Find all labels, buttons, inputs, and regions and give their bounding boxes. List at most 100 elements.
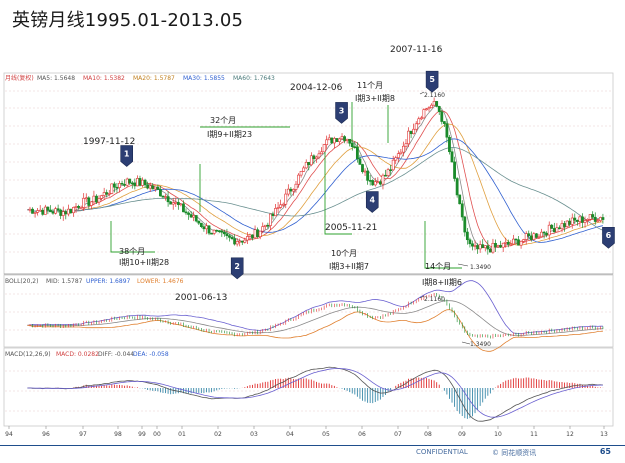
x-tick-label: 97: [79, 431, 87, 438]
candle-body: [399, 151, 403, 154]
candle-body: [74, 206, 78, 208]
candle-body: [481, 244, 485, 249]
boll-lower-label: LOWER: 1.4676: [137, 278, 184, 285]
candle-body: [327, 137, 331, 141]
candle-body: [289, 188, 293, 192]
candle-body: [555, 227, 559, 233]
candle-body: [115, 186, 119, 189]
boll-high-price-label: 2.1160: [424, 296, 445, 303]
candle-body: [593, 216, 597, 222]
grid-lines: [5, 90, 612, 412]
candle-body: [425, 108, 428, 111]
candle-body: [586, 219, 589, 221]
marker-badge-shape: [335, 102, 348, 124]
candle-body: [529, 235, 533, 240]
candle-body: [89, 201, 93, 206]
price-pointer-lines: [419, 91, 471, 345]
candle-body: [427, 107, 431, 110]
candle-body: [345, 138, 349, 141]
candle-body: [552, 228, 556, 233]
candle-body: [394, 157, 398, 161]
candle-body: [266, 224, 270, 227]
candle-body: [64, 211, 68, 215]
candle-body: [570, 217, 574, 225]
ma60-line: [27, 146, 604, 231]
candle-body: [61, 211, 65, 216]
candle-body: [159, 189, 162, 197]
candle-body: [578, 216, 582, 222]
span-1-months: 38个月: [119, 247, 145, 256]
marker-badge-shape: [230, 257, 244, 280]
candle-body: [527, 233, 531, 237]
candle-body: [358, 158, 362, 165]
boll-mid-line: [27, 300, 603, 336]
high-price-label: 2.1160: [424, 92, 445, 99]
candle-body: [220, 230, 224, 233]
candle-body: [389, 169, 393, 171]
span-2-months: 32个月: [210, 116, 236, 125]
candle-body: [217, 230, 221, 232]
candle-body: [105, 192, 109, 195]
candle-body: [100, 195, 103, 199]
candle-body: [146, 184, 150, 189]
candle-body: [496, 245, 500, 248]
x-tick-label: 94: [5, 431, 13, 438]
candle-body: [522, 239, 526, 242]
candle-body: [460, 203, 464, 218]
candle-body: [501, 242, 505, 248]
candle-body: [414, 123, 418, 130]
candle-body: [151, 185, 155, 190]
macd-diff-label: DIFF: -0.044: [98, 351, 134, 358]
candle-body: [84, 197, 88, 200]
x-tick-label: 01: [178, 431, 186, 438]
candle-body: [284, 193, 288, 205]
x-tick-label: 09: [458, 431, 466, 438]
candle-body: [565, 220, 569, 227]
span-2-waves: I期9+II期23: [207, 130, 252, 139]
candle-body: [381, 174, 385, 185]
candle-body: [182, 203, 185, 213]
candle-body: [297, 174, 300, 185]
candle-body: [118, 183, 121, 188]
candle-body: [292, 189, 295, 192]
candle-body: [156, 186, 160, 190]
ma30-line: [27, 138, 603, 243]
span-annotation-lines: [110, 102, 462, 269]
candle-body: [87, 197, 91, 206]
candle-body: [517, 239, 520, 246]
date-label-1: 1997-11-12: [83, 137, 135, 147]
candle-body: [164, 196, 167, 198]
candle-body: [581, 216, 584, 223]
boll-panel-frame: [3, 274, 614, 348]
marker-badge-number: 2: [234, 262, 240, 271]
candle-body: [504, 241, 508, 244]
footer-confidential: CONFIDENTIAL: [416, 448, 468, 456]
span-1-waves: I期10+II期28: [119, 258, 169, 267]
candle-body: [153, 186, 157, 190]
x-tick-label: 08: [424, 431, 432, 438]
candle-body: [261, 226, 265, 232]
candle-body: [450, 151, 454, 163]
candle-body: [161, 195, 165, 198]
x-tick-label: 13: [600, 431, 608, 438]
marker-badges: 1 2 3 4 5 6: [120, 70, 615, 280]
candle-body: [348, 138, 352, 144]
candle-body: [524, 233, 528, 240]
candle-body: [440, 111, 444, 122]
candle-body: [442, 121, 446, 124]
candle-body: [601, 217, 605, 220]
candle-body: [138, 178, 142, 186]
macd-dea-line: [27, 368, 603, 418]
candle-body: [361, 164, 364, 173]
candle-body: [233, 238, 237, 245]
chart-svg: 月线(复权) MA5: 1.5648 MA10: 1.5382 MA20: 1.…: [3, 45, 615, 438]
marker-badge-6: 6: [602, 226, 615, 249]
macd-header-label: MACD(12,26,9): [5, 351, 51, 358]
candle-body: [335, 138, 339, 142]
candle-body: [448, 136, 451, 153]
candle-body: [95, 195, 98, 203]
boll-upper-label: UPPER: 1.6897: [86, 278, 131, 285]
candle-body: [540, 231, 543, 237]
candle-body: [187, 212, 190, 215]
candle-body: [588, 214, 592, 220]
